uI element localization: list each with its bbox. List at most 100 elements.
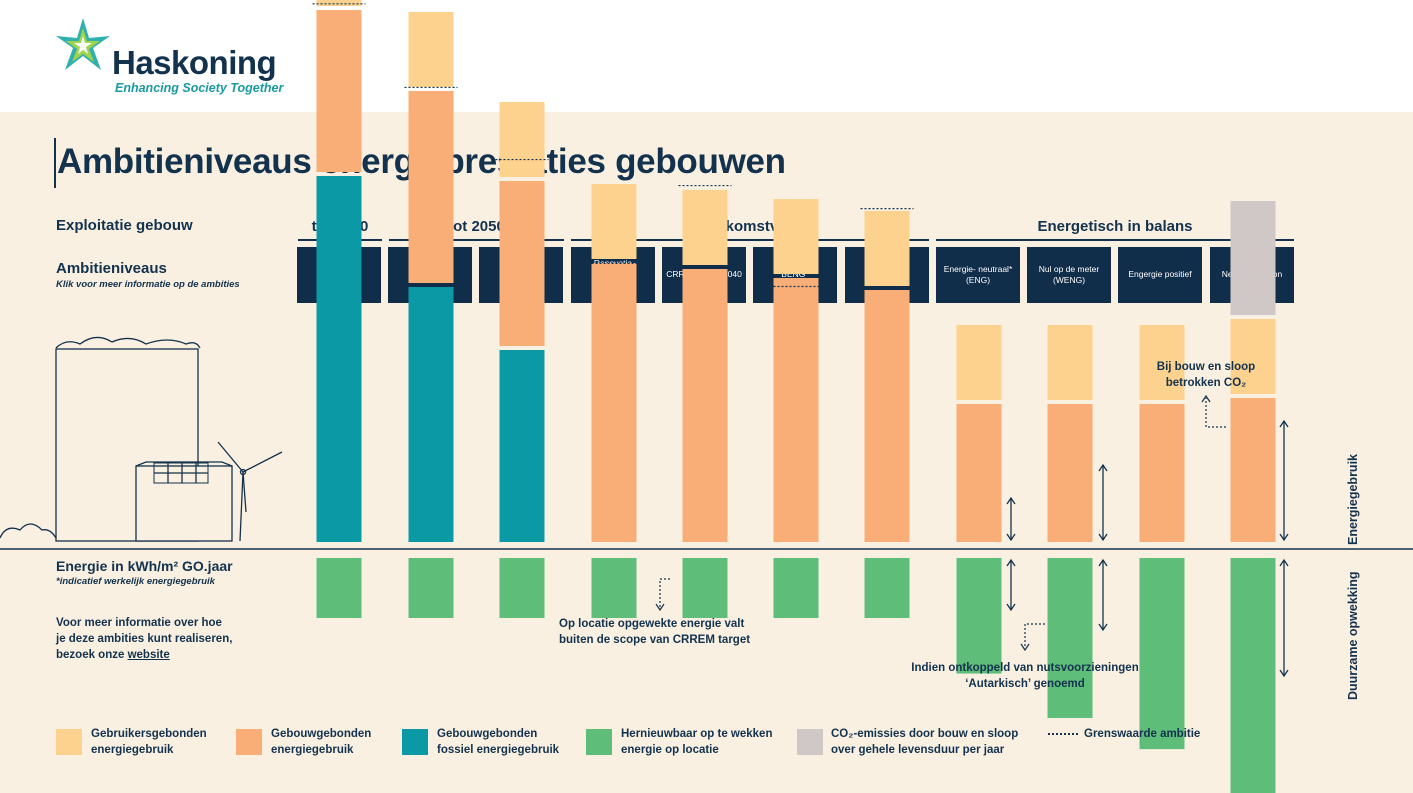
bar-9-1	[1047, 404, 1093, 542]
bar-4-2	[591, 184, 637, 259]
bar-11-1	[1230, 398, 1276, 542]
group-energetisch-in-balans: Energetisch in balans	[1037, 218, 1193, 235]
legend-label-co2: CO₂-emissies door bouw en sloop over geh…	[831, 728, 1019, 756]
crrem-note-line-2: buiten de scope van CRREM target	[559, 634, 751, 647]
building-wind-turbine-illustration	[0, 336, 283, 542]
bar-renewable-9	[1047, 558, 1093, 718]
bar-4-1	[591, 263, 637, 542]
arrow-weng-up-head-bottom	[1098, 533, 1108, 542]
autarkisch-pointer-head	[1020, 643, 1030, 652]
chart-marks	[312, 0, 1289, 793]
bar-10-1	[1139, 404, 1185, 542]
bar-2-1	[408, 91, 454, 283]
haskoning-star-logo-icon	[56, 18, 110, 70]
group-tot-2050: tot 2050	[448, 218, 505, 235]
arrow-eng-down-head-top	[1006, 558, 1016, 567]
legend-grenswaarde-dash	[1048, 733, 1078, 735]
ambitieniveaus-label: Ambitieniveaus	[56, 260, 167, 277]
bar-5-2	[682, 190, 728, 265]
bar-renewable-8	[956, 558, 1002, 674]
logo-tagline: Enhancing Society Together	[115, 81, 284, 95]
autarkisch-note-line-2: ‘Autarkisch’ genoemd	[965, 678, 1085, 691]
bar-1-1	[316, 10, 362, 172]
ambition-eng-button[interactable]: Energie- neutraal* (ENG)	[936, 247, 1020, 303]
arrow-nzc-down-head-bottom	[1279, 669, 1289, 678]
bar-11-3	[1230, 201, 1276, 315]
co2-pointer-head	[1201, 394, 1211, 403]
bar-6-1	[773, 278, 819, 542]
axis-label-energiegebruik: Energiegebruik	[1346, 454, 1360, 545]
legend-label-hernieuwbaar: Hernieuwbaar op te wekken energie op loc…	[621, 728, 773, 756]
autarkisch-note-line-1: Indien ontkoppeld van nutsvoorzieningen	[911, 662, 1139, 674]
bar-1-0	[316, 176, 362, 542]
bar-9-2	[1047, 325, 1093, 400]
bouw-sloop-line-2: betrokken CO₂	[1165, 377, 1247, 390]
energie-note: *indicatief werkelijk energiegebruik	[56, 576, 215, 587]
arrow-weng-down-head-bottom	[1098, 623, 1108, 632]
group-line-toekomstvast	[571, 239, 929, 241]
legend-swatch-co2	[797, 729, 823, 755]
chart-annotations	[655, 394, 1226, 652]
crrem-pointer	[659, 578, 670, 608]
arrow-nzc-down-head-top	[1279, 558, 1289, 567]
crrem-note: Op locatie opgewekte energie valt buiten…	[559, 616, 750, 648]
info-line-3-prefix: bezoek onze	[56, 649, 128, 662]
arrow-eng-down-head-bottom	[1006, 603, 1016, 612]
bar-renewable-1	[316, 558, 362, 618]
co2-pointer	[1205, 398, 1226, 428]
legend-swatch-gebouw	[236, 729, 262, 755]
bar-renewable-10	[1139, 558, 1185, 750]
bar-8-1	[956, 404, 1002, 542]
info-line-1: Voor meer informatie over hoe	[56, 617, 222, 629]
website-link[interactable]: website	[127, 649, 170, 662]
bar-renewable-5	[682, 558, 728, 618]
bar-10-2	[1139, 325, 1185, 400]
bar-8-2	[956, 325, 1002, 400]
autarkisch-note: Indien ontkoppeld van nutsvoorzieningen …	[906, 660, 1144, 692]
title-accent-bar	[54, 138, 56, 188]
ambition-energie-positief-button[interactable]: Engergie positief	[1118, 247, 1202, 303]
autarkisch-pointer	[1024, 623, 1045, 648]
legend-swatch-hernieuwbaar	[586, 729, 612, 755]
bar-1-2	[316, 0, 362, 6]
bar-renewable-3	[499, 558, 545, 618]
legend-swatch-gebruikers	[56, 729, 82, 755]
ambition-weng-button[interactable]: Nul op de meter (WENG)	[1027, 247, 1111, 303]
bouw-sloop-line-1: Bij bouw en sloop	[1156, 361, 1256, 373]
bar-2-0	[408, 287, 454, 542]
bar-7-1	[864, 290, 910, 542]
crrem-pointer-head	[655, 603, 665, 612]
arrow-nzc-up-head-bottom	[1279, 533, 1289, 542]
bar-3-0	[499, 350, 545, 542]
arrow-weng-up-head-top	[1098, 463, 1108, 472]
bar-3-1	[499, 181, 545, 346]
group-line-tot-2050	[389, 239, 564, 241]
bar-renewable-11	[1230, 558, 1276, 793]
legend-label-gebruikers: Gebruikersgebonden energiegebruik	[91, 728, 207, 756]
bar-2-2	[408, 12, 454, 87]
header: Haskoning Enhancing Society Together	[0, 0, 1413, 112]
legend-label-fossiel: Gebouwgebonden fossiel energiegebruik	[437, 728, 560, 756]
bar-renewable-6	[773, 558, 819, 618]
arrow-eng-up-head-bottom	[1006, 533, 1016, 542]
bar-renewable-2	[408, 558, 454, 618]
energie-unit-label: Energie in kWh/m² GO.jaar	[56, 558, 233, 574]
arrow-weng-down-head-top	[1098, 558, 1108, 567]
arrow-eng-up-head-top	[1006, 496, 1016, 505]
info-text: Voor meer informatie over hoe je deze am…	[56, 615, 232, 663]
axis-label-duurzame-opwekking: Duurzame opwekking	[1346, 571, 1360, 701]
legend-label-grenswaarde: Grenswaarde ambitie	[1084, 728, 1201, 740]
bar-renewable-4	[591, 558, 637, 618]
bar-6-2	[773, 199, 819, 274]
group-line-energetisch	[936, 239, 1294, 241]
crrem-note-line-1: Op locatie opgewekte energie valt	[559, 618, 745, 630]
logo-name: Haskoning	[112, 44, 277, 81]
bouw-sloop-note: Bij bouw en sloop betrokken CO₂	[1150, 359, 1262, 391]
info-line-3: bezoek onze website	[56, 647, 232, 663]
legend-label-gebouw: Gebouwgebonden energiegebruik	[271, 728, 372, 756]
bar-5-1	[682, 269, 728, 542]
arrow-nzc-up-head-top	[1279, 419, 1289, 428]
bar-11-2	[1230, 319, 1276, 394]
bar-3-2	[499, 102, 545, 177]
